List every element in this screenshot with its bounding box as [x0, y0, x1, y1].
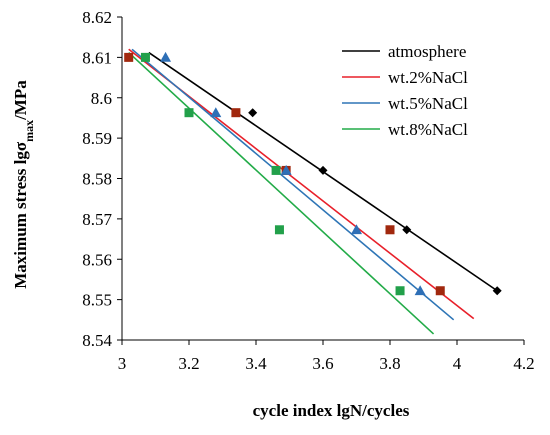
data-points: [124, 51, 502, 296]
data-point-2: [210, 107, 222, 118]
data-point-3: [271, 165, 281, 175]
data-point-0: [318, 165, 328, 175]
data-point-1: [231, 108, 241, 118]
axes: [117, 16, 525, 345]
data-point-2: [351, 224, 362, 235]
data-point-0: [248, 108, 258, 118]
y-tick-label: 8.57: [82, 210, 112, 229]
legend-label: wt.5%NaCl: [388, 94, 468, 113]
x-tick-label: 3.4: [245, 354, 267, 373]
x-tick-label: 3.8: [379, 354, 400, 373]
data-point-2: [280, 164, 292, 175]
data-point-3: [184, 108, 194, 118]
x-tick-label: 3.2: [178, 354, 199, 373]
data-point-1: [124, 52, 134, 62]
data-point-0: [402, 225, 412, 235]
y-tick-label: 8.55: [82, 291, 112, 310]
fit-line-2: [131, 48, 455, 321]
data-point-0: [492, 286, 502, 296]
y-tick-label: 8.58: [82, 170, 112, 189]
fit-line-3: [128, 51, 435, 335]
data-point-3: [395, 286, 405, 296]
y-tick-label: 8.54: [82, 331, 112, 350]
y-tick-label: 8.61: [82, 48, 112, 67]
x-tick-label: 3.6: [312, 354, 333, 373]
data-point-2: [414, 285, 426, 296]
legend-label: wt.8%NaCl: [388, 120, 468, 139]
y-tick-label: 8.62: [82, 8, 112, 27]
tick-labels: 8.54 8.55 8.56 8.57 8.58 8.59 8.6 8.61 8.62 3 3.2 3…: [82, 8, 534, 373]
y-tick-label: 8.56: [82, 250, 112, 269]
data-point-2: [160, 51, 172, 62]
x-tick-label: 4: [453, 354, 462, 373]
legend-label: atmosphere: [388, 42, 466, 61]
y-axis-title: Maximum stress lgσmax/MPa: [11, 80, 36, 289]
x-tick-label: 4.2: [513, 354, 534, 373]
legend-label: wt.2%NaCl: [388, 68, 468, 87]
data-point-1: [435, 286, 445, 296]
x-tick-label: 3: [118, 354, 127, 373]
y-tick-label: 8.59: [82, 129, 112, 148]
legend: atmosphere wt.2%NaCl wt.5%NaCl wt.8%NaCl: [342, 42, 468, 139]
data-point-1: [385, 225, 395, 235]
data-point-3: [274, 225, 284, 235]
y-tick-label: 8.6: [91, 89, 112, 108]
x-axis-title: cycle index lgN/cycles: [253, 401, 410, 420]
data-point-3: [140, 52, 150, 62]
